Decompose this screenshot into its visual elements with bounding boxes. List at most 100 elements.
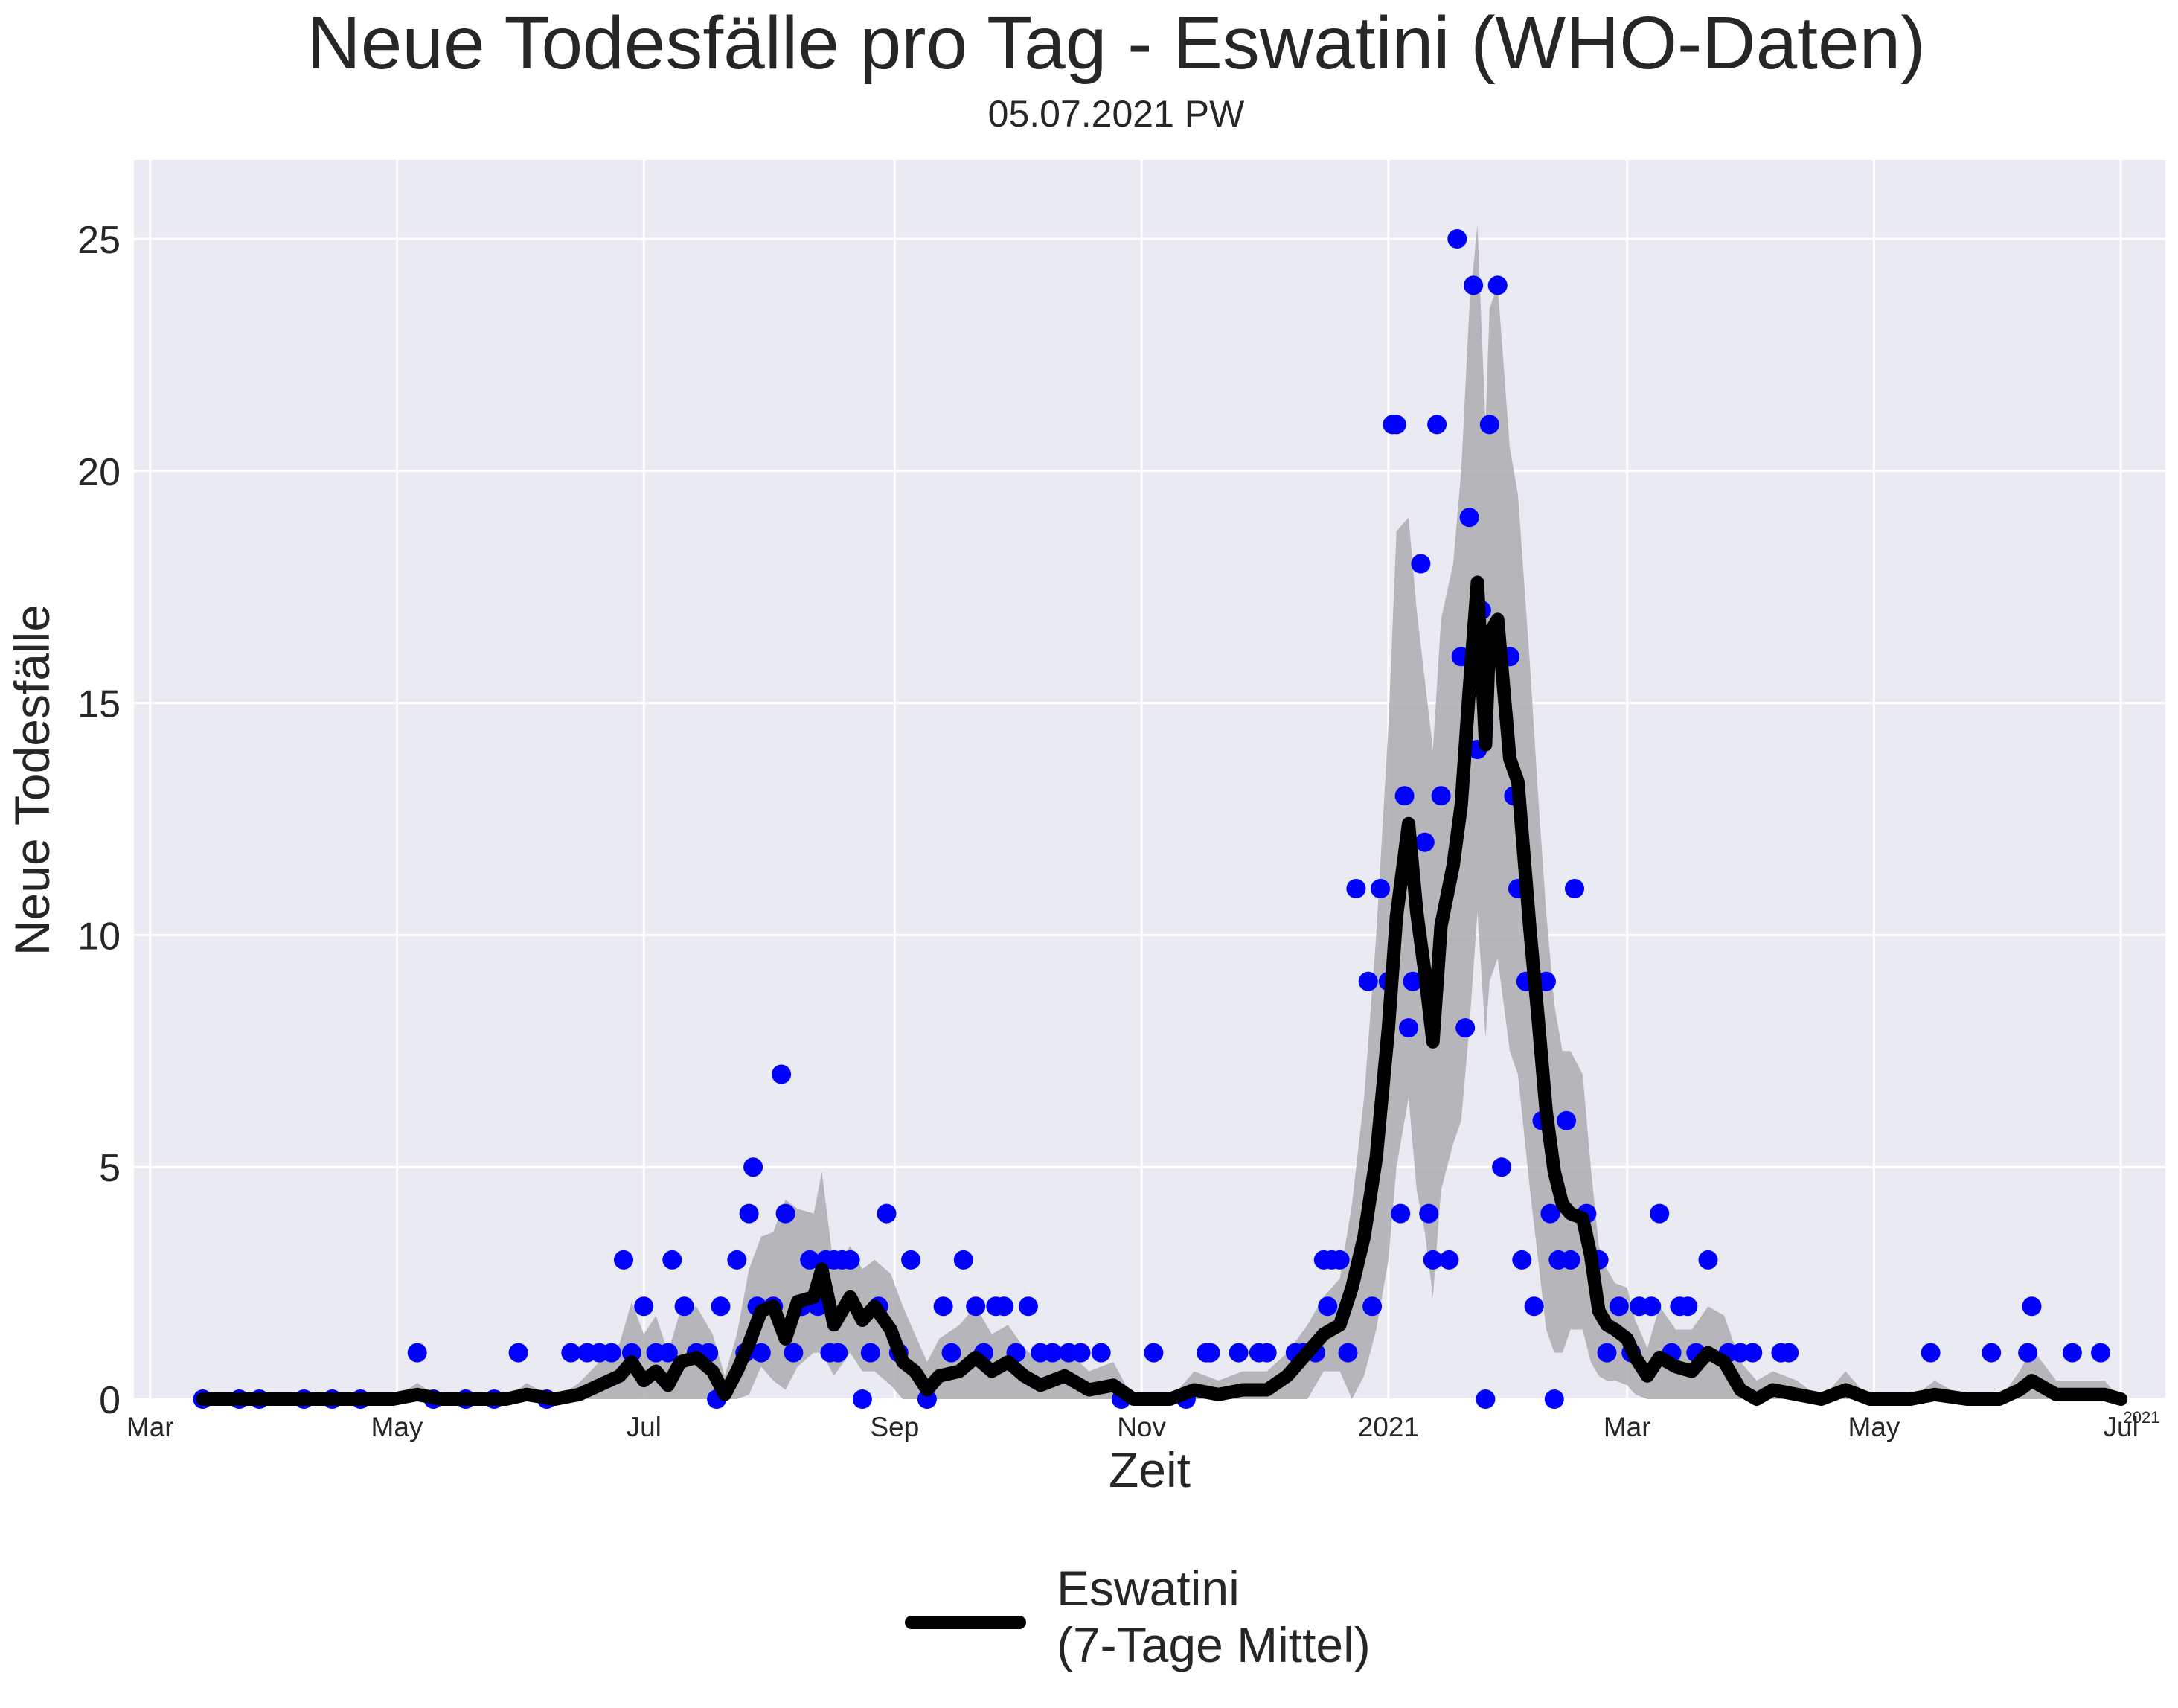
data-point: [775, 1203, 795, 1224]
data-point: [772, 1064, 792, 1084]
data-point: [1455, 1018, 1476, 1038]
grid: [134, 160, 2165, 1401]
data-point: [2091, 1343, 2110, 1363]
data-point: [933, 1296, 953, 1317]
data-point: [1371, 879, 1390, 898]
data-point: [941, 1343, 961, 1363]
line-layer: [196, 575, 2128, 1406]
data-point: [1698, 1250, 1718, 1270]
data-point: [1641, 1296, 1662, 1317]
data-point: [1338, 1343, 1358, 1363]
data-point: [2062, 1343, 2082, 1363]
x-offset-label: 2021: [2124, 1408, 2160, 1427]
mean-line: [196, 575, 2128, 1406]
data-point: [1257, 1343, 1277, 1363]
y-tick-label: 20: [77, 451, 121, 494]
x-tick-label: May: [371, 1412, 423, 1442]
x-tick-labels: Mar May Jul Sep Nov 2021 Mar May Jul: [126, 1412, 2139, 1442]
data-point: [1358, 971, 1378, 991]
data-point: [2022, 1296, 2042, 1317]
data-point: [1399, 1018, 1418, 1038]
data-point: [1431, 786, 1451, 806]
data-point: [1330, 1250, 1350, 1270]
data-point: [1779, 1343, 1799, 1363]
legend: Eswatini (7-Tage Mittel): [905, 1561, 1371, 1672]
chart-subtitle: 05.07.2021 PW: [988, 93, 1245, 135]
data-point: [674, 1296, 694, 1317]
data-point: [1144, 1343, 1164, 1363]
data-point: [1524, 1296, 1544, 1317]
data-point: [784, 1343, 804, 1363]
x-tick-label: 2021: [1358, 1412, 1419, 1442]
plot-area: [134, 160, 2165, 1399]
y-tick-label: 10: [77, 915, 121, 958]
data-point: [1411, 554, 1431, 574]
data-point: [1921, 1343, 1941, 1363]
data-point: [877, 1203, 897, 1224]
data-point: [1650, 1203, 1670, 1224]
legend-label-line1: Eswatini: [1057, 1561, 1240, 1616]
data-point: [601, 1343, 621, 1363]
data-point: [800, 1250, 820, 1270]
data-point: [743, 1157, 763, 1177]
y-tick-label: 5: [99, 1147, 121, 1190]
x-tick-label: Jul: [627, 1412, 662, 1442]
x-tick-label: Nov: [1117, 1412, 1166, 1442]
y-tick-label: 0: [99, 1379, 121, 1422]
data-point: [711, 1296, 731, 1317]
x-tick-label: Mar: [1604, 1412, 1651, 1442]
data-point: [1476, 1389, 1496, 1409]
data-point: [1597, 1343, 1617, 1363]
data-point: [1447, 229, 1467, 249]
data-point: [1544, 1389, 1564, 1409]
legend-label-line2: (7-Tage Mittel): [1057, 1617, 1371, 1672]
data-point: [1427, 415, 1447, 435]
x-tick-label: Sep: [870, 1412, 919, 1442]
data-point: [1346, 879, 1366, 898]
data-point: [1362, 1296, 1383, 1317]
y-tick-labels: 0 5 10 15 20 25: [77, 219, 121, 1422]
chart-title: Neue Todesfälle pro Tag - Eswatini (WHO-…: [307, 1, 1926, 85]
data-point: [1678, 1296, 1698, 1317]
x-tick-label: May: [1848, 1412, 1900, 1442]
data-point: [953, 1250, 973, 1270]
data-point: [727, 1250, 747, 1270]
data-point: [1479, 415, 1499, 435]
data-point: [508, 1343, 528, 1363]
data-point: [1540, 1203, 1560, 1224]
data-point: [751, 1343, 771, 1363]
data-point: [1391, 1203, 1411, 1224]
data-point: [1403, 971, 1423, 991]
y-tick-label: 15: [77, 683, 121, 726]
data-point: [1512, 1250, 1532, 1270]
data-point: [2018, 1343, 2038, 1363]
data-point: [561, 1343, 581, 1363]
data-point: [1091, 1343, 1111, 1363]
data-point: [1565, 879, 1584, 898]
x-tick-label: Jul: [2104, 1412, 2139, 1442]
data-point: [407, 1343, 427, 1363]
data-point: [1071, 1343, 1091, 1363]
data-point: [901, 1250, 921, 1270]
data-point: [840, 1250, 860, 1270]
data-point: [634, 1296, 654, 1317]
data-point: [739, 1203, 759, 1224]
y-tick-label: 25: [77, 219, 121, 262]
data-point: [1464, 275, 1484, 295]
data-point: [860, 1343, 880, 1363]
data-point: [1439, 1250, 1459, 1270]
data-point: [994, 1296, 1014, 1317]
y-axis-label: Neue Todesfälle: [4, 604, 60, 956]
data-point: [662, 1250, 682, 1270]
data-point: [966, 1296, 986, 1317]
data-point: [1487, 275, 1508, 295]
x-axis-label: Zeit: [1109, 1442, 1191, 1497]
data-point: [1394, 786, 1415, 806]
data-point: [614, 1250, 633, 1270]
data-point: [852, 1389, 872, 1409]
data-point: [1459, 508, 1479, 528]
data-point: [828, 1343, 848, 1363]
data-point: [1557, 1110, 1577, 1130]
data-point: [1229, 1343, 1249, 1363]
